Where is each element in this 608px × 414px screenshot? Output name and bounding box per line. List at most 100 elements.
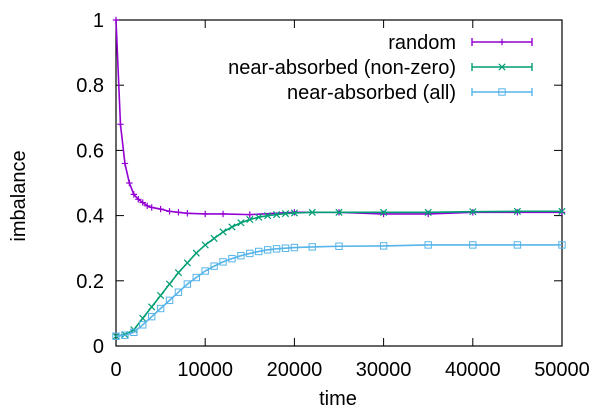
data-point <box>121 160 129 167</box>
data-point <box>201 267 209 275</box>
legend: random near-absorbed (non-zero) near-absor… <box>228 32 533 104</box>
data-point <box>308 208 316 216</box>
data-point <box>272 210 281 219</box>
data-point <box>424 208 432 216</box>
data-point <box>112 16 120 24</box>
data-point <box>183 259 191 267</box>
data-point <box>308 243 316 251</box>
data-point <box>281 244 290 252</box>
series-line <box>115 244 562 338</box>
y-tick-label: 0.8 <box>76 75 104 97</box>
data-point <box>469 208 477 216</box>
x-tick-label: 40000 <box>445 359 501 381</box>
data-point <box>147 312 156 321</box>
series-2 <box>112 207 566 340</box>
data-point <box>165 280 174 288</box>
data-point <box>281 210 290 218</box>
x-tick-label: 10000 <box>177 359 233 381</box>
data-point <box>156 304 165 313</box>
data-point <box>192 249 200 257</box>
data-point <box>228 223 236 231</box>
plot-border <box>115 19 563 347</box>
data-point <box>246 249 254 258</box>
data-point <box>130 191 138 198</box>
data-point <box>210 262 218 270</box>
y-tick-label: 0.4 <box>76 206 104 228</box>
data-point <box>210 234 218 243</box>
y-axis-label: imbalance <box>8 150 30 241</box>
legend-label: near-absorbed (all) <box>287 82 456 104</box>
data-point <box>117 121 124 128</box>
data-point <box>148 303 156 311</box>
data-point <box>175 209 182 216</box>
data-point <box>192 273 200 282</box>
data-point <box>202 210 209 218</box>
data-point <box>126 179 133 187</box>
data-point <box>513 207 522 215</box>
series-3 <box>112 241 566 340</box>
data-point <box>264 211 272 220</box>
legend-entry: random <box>388 32 533 54</box>
data-point <box>165 296 174 305</box>
data-point <box>246 211 253 218</box>
data-point <box>148 204 155 211</box>
y-tick-label: 0.6 <box>76 140 104 162</box>
x-tick-label: 50000 <box>534 359 590 381</box>
data-point <box>174 288 183 296</box>
data-point <box>144 202 151 210</box>
x-axis-label: time <box>319 388 357 410</box>
data-point <box>290 209 299 217</box>
data-point <box>379 208 388 216</box>
data-point <box>157 205 164 213</box>
series-1 <box>112 16 566 218</box>
data-point <box>255 213 263 221</box>
y-tick-label: 0 <box>93 336 104 358</box>
data-point <box>139 199 146 206</box>
data-point <box>498 63 506 71</box>
data-point <box>263 246 272 254</box>
data-point <box>469 241 477 249</box>
data-point <box>498 88 506 96</box>
data-point <box>201 241 209 249</box>
data-point <box>228 254 236 263</box>
data-point <box>498 38 506 46</box>
y-tick-label: 1 <box>93 10 104 32</box>
data-point <box>255 247 263 256</box>
y-tick-label: 0.2 <box>76 271 104 293</box>
plot-frame <box>115 19 563 347</box>
data-point <box>130 326 138 334</box>
data-point <box>272 245 281 253</box>
data-point <box>237 219 245 227</box>
axis-ticks: 0 0.2 0.4 0.6 0.8 1 0 10000 20000 30000 40000 50000 <box>76 10 590 381</box>
data-point <box>184 210 191 217</box>
data-point <box>139 314 147 322</box>
series-group <box>112 16 566 340</box>
data-point <box>166 208 173 215</box>
data-point <box>558 207 566 215</box>
legend-label: random <box>388 32 456 54</box>
x-tick-label: 0 <box>110 359 121 381</box>
data-point <box>335 242 343 250</box>
data-point <box>290 243 299 252</box>
data-point <box>424 241 432 249</box>
x-tick-label: 30000 <box>356 359 412 381</box>
data-point <box>135 196 142 203</box>
data-point <box>246 215 254 224</box>
x-tick-label: 20000 <box>267 359 323 381</box>
data-point <box>558 209 566 216</box>
data-point <box>379 242 388 250</box>
data-point <box>112 332 120 340</box>
data-point <box>219 210 227 218</box>
legend-entry: near-absorbed (non-zero) <box>228 57 533 79</box>
data-point <box>130 328 138 337</box>
legend-label: near-absorbed (non-zero) <box>228 57 456 79</box>
data-point <box>156 291 165 300</box>
data-point <box>183 280 192 288</box>
data-point <box>558 241 566 249</box>
data-point <box>335 208 343 216</box>
data-point <box>237 251 245 260</box>
data-point <box>219 228 227 236</box>
data-point <box>513 241 522 249</box>
